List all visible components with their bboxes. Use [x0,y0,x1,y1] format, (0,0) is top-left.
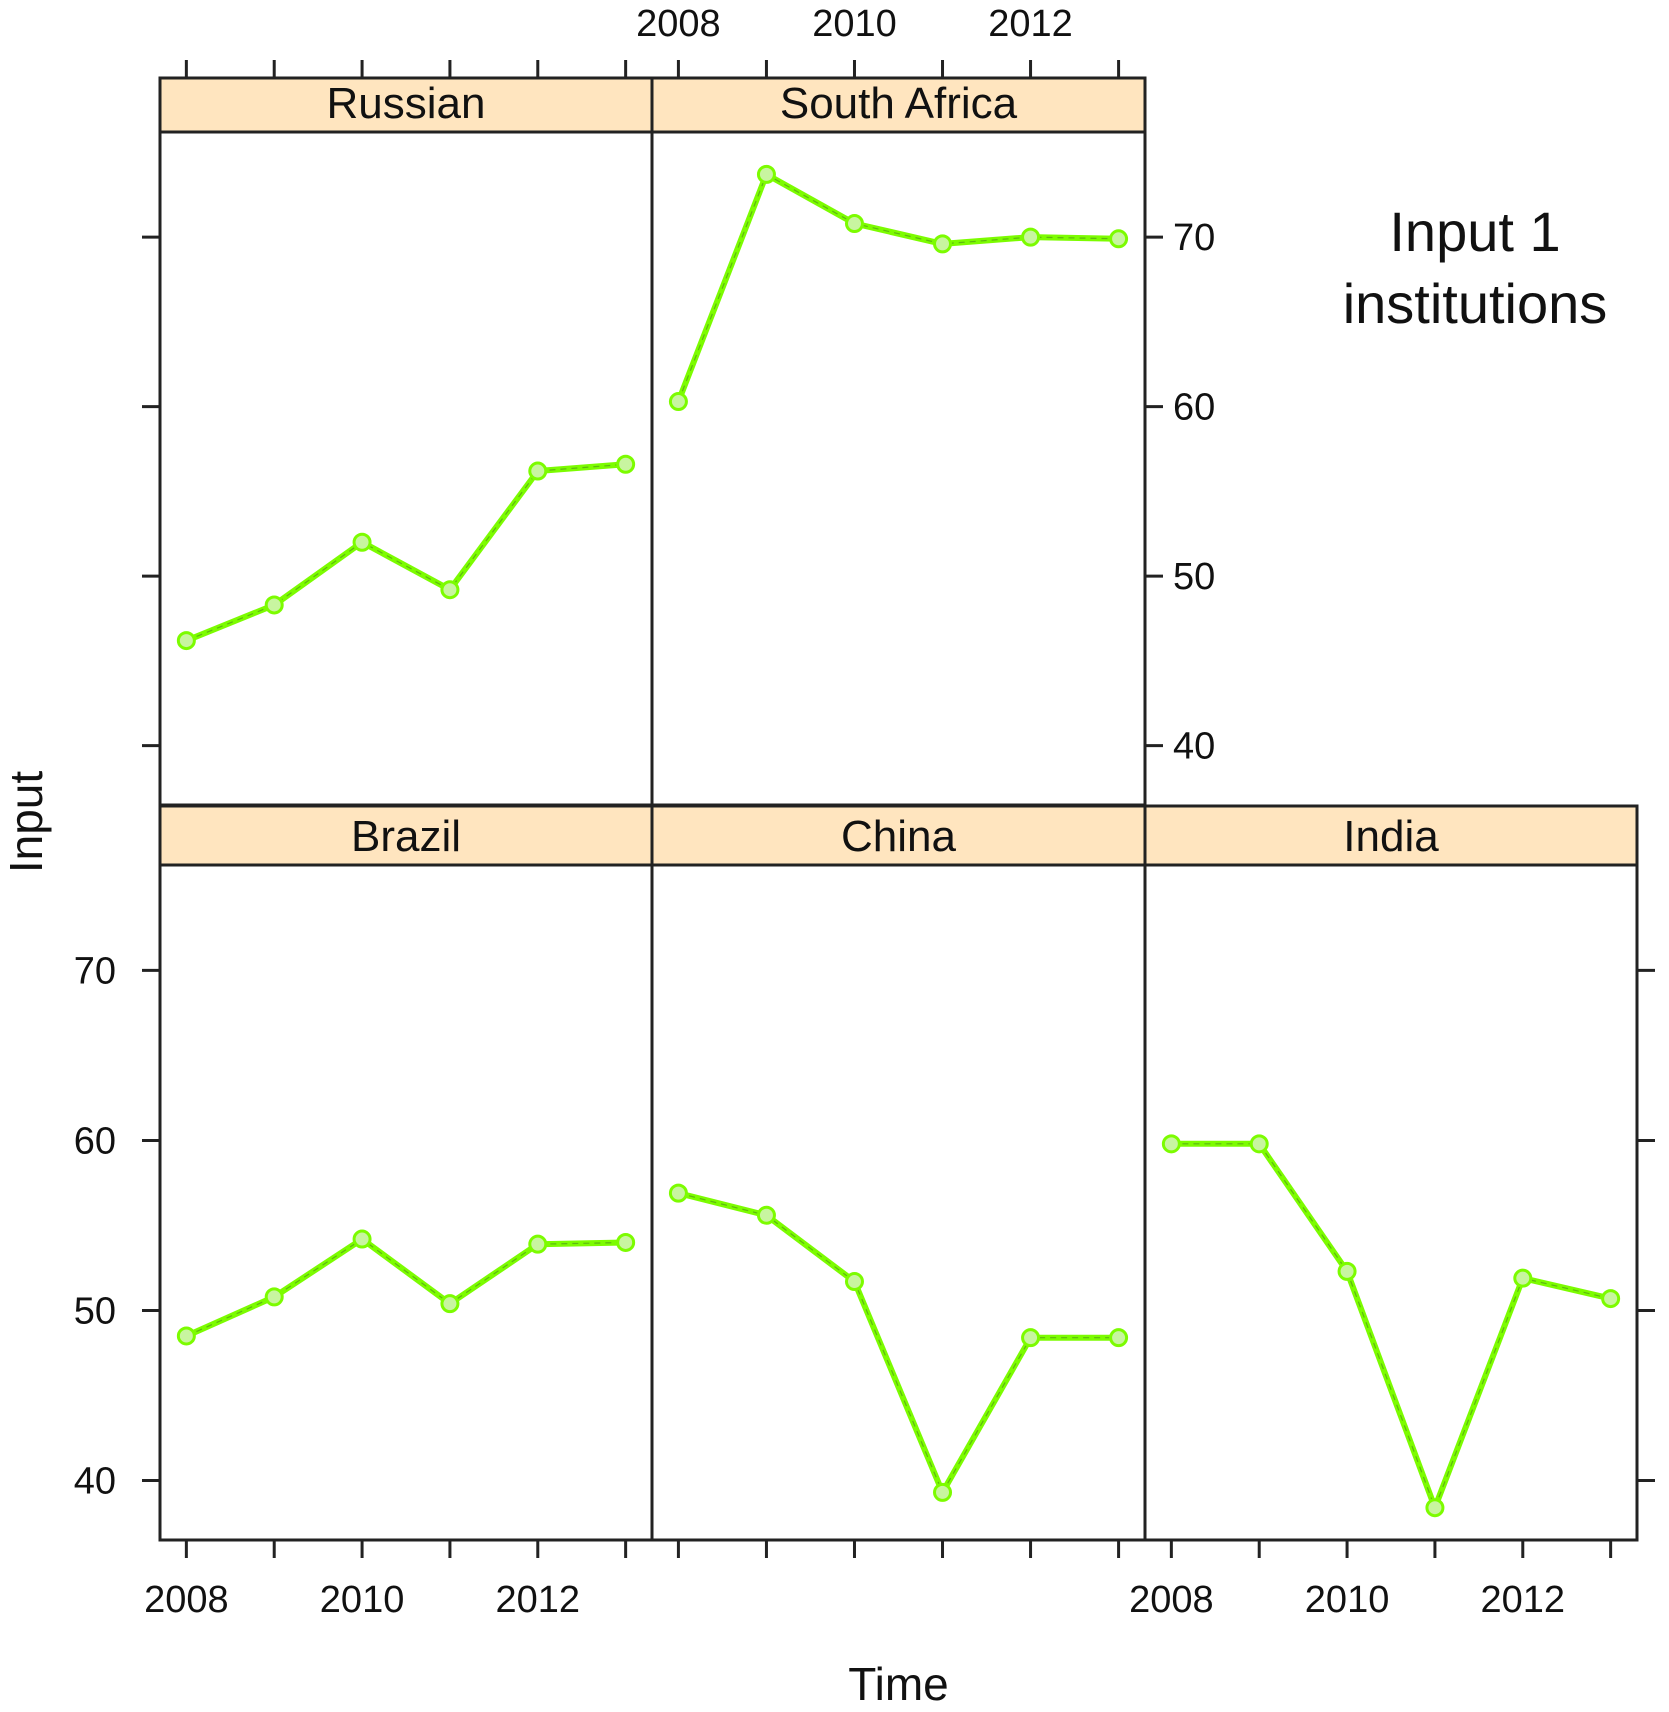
data-point [440,1294,460,1314]
series-line-shadow [677,173,1119,402]
data-point [352,532,372,552]
y-axis-label: Input [0,771,52,874]
x-tick-label: 2008 [1129,1579,1214,1621]
data-point [1161,1134,1181,1154]
data-point [1109,229,1129,249]
y-tick-label: 40 [1173,726,1215,768]
annotation-line-2: institutions [1342,272,1608,335]
data-point [933,234,953,254]
panel-frame [158,863,654,1542]
panel-title: India [1343,812,1439,861]
series-line [1168,1140,1614,1511]
data-point [756,164,776,184]
data-point [1425,1498,1445,1518]
data-point [1109,1328,1129,1348]
y-tick-label: 40 [74,1460,116,1502]
annotation-line-1: Input 1 [1389,200,1561,263]
series-line-shadow [678,1192,1119,1494]
panel-strip [650,76,1147,134]
data-point [1513,1268,1533,1288]
data-point [933,1482,953,1502]
x-tick-label: 2010 [812,3,897,45]
x-tick-label: 2008 [144,1579,229,1621]
x-tick-label: 2012 [988,3,1073,45]
x-tick-label: 2010 [1305,1579,1390,1621]
series-line-shadow [186,463,626,642]
panel-strip [158,76,654,134]
y-tick-label: 70 [74,950,116,992]
data-point [1601,1289,1621,1309]
data-point [528,1234,548,1254]
data-point [844,1272,864,1292]
x-tick-label: 2010 [320,1579,405,1621]
data-point [352,1229,372,1249]
y-tick-label: 70 [1173,217,1215,259]
panel-frame [1143,863,1639,1542]
data-point [176,1326,196,1346]
series-line-shadow [186,1238,626,1337]
data-point [616,1232,636,1252]
panel-title: South Africa [780,79,1018,128]
x-tick-label: 2012 [1481,1579,1566,1621]
data-point [668,392,688,412]
x-tick-label: 2012 [496,1579,581,1621]
series-line [675,171,1122,405]
panel-title: China [841,812,956,861]
y-tick-label: 50 [1173,556,1215,598]
data-point [528,461,548,481]
y-tick-label: 50 [74,1290,116,1332]
data-point [1021,227,1041,247]
data-point [264,1287,284,1307]
data-point [616,454,636,474]
data-point [668,1183,688,1203]
x-axis-label: Time [848,1658,949,1710]
series-line [183,1236,629,1339]
data-point [264,595,284,615]
data-point [440,580,460,600]
panel-title: Brazil [351,812,461,861]
data-point [176,631,196,651]
series-line [675,1190,1122,1496]
panel-strip [1143,804,1639,867]
data-point [756,1205,776,1225]
y-tick-label: 60 [1173,387,1215,429]
y-tick-label: 60 [74,1120,116,1162]
data-point [1249,1134,1269,1154]
data-point [844,214,864,234]
data-point [1021,1328,1041,1348]
chart-annotation: Input 1 institutions [1290,196,1660,340]
series-line-shadow [1171,1143,1611,1510]
x-tick-label: 2008 [636,3,721,45]
panel-title: Russian [327,79,486,128]
data-point [1337,1261,1357,1281]
